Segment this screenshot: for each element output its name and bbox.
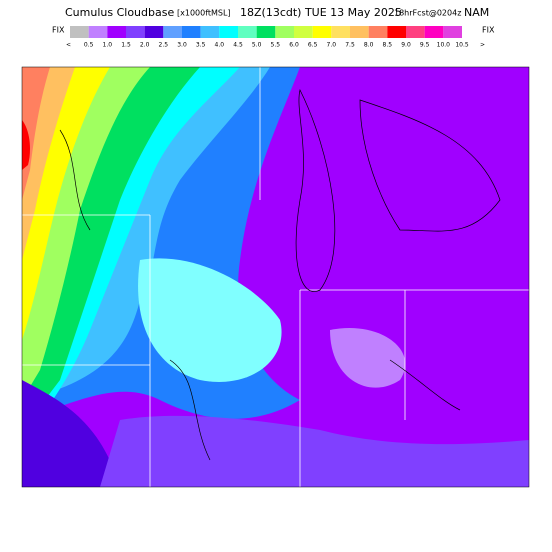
colorbar-label: 6.5 bbox=[308, 42, 318, 49]
forecast: 18hrFcst@0204z bbox=[394, 9, 461, 18]
colorbar-label: 1.5 bbox=[121, 42, 131, 49]
colorbar-swatch bbox=[256, 26, 276, 38]
model: NAM bbox=[464, 6, 489, 19]
colorbar-label: 8.5 bbox=[383, 42, 393, 49]
colorbar-swatch bbox=[406, 26, 425, 38]
colorbar-low-arrow: < bbox=[66, 42, 71, 49]
colorbar-swatch bbox=[238, 26, 257, 38]
colorbar-swatch bbox=[312, 26, 332, 38]
valid-time: 18Z(13cdt) TUE 13 May 2025 bbox=[240, 6, 402, 19]
colorbar-label: 7.0 bbox=[327, 42, 337, 49]
colorbar-label: 5.0 bbox=[252, 42, 262, 49]
map bbox=[22, 67, 529, 487]
colorbar-swatch bbox=[424, 26, 444, 38]
units: [x1000ftMSL] bbox=[177, 9, 231, 18]
colorbar-swatch bbox=[163, 26, 182, 38]
colorbar-label: 2.0 bbox=[140, 42, 150, 49]
colorbar-swatch bbox=[331, 26, 350, 38]
colorbar-swatch bbox=[144, 26, 164, 38]
colorbar-label: 4.5 bbox=[233, 42, 243, 49]
colorbar-swatch bbox=[387, 26, 406, 38]
colorbar-high-arrow: > bbox=[480, 42, 485, 49]
colorbar-swatch bbox=[219, 26, 238, 38]
colorbar-swatch bbox=[200, 26, 220, 38]
colorbar-swatch bbox=[88, 26, 108, 38]
colorbar-swatch bbox=[294, 26, 313, 38]
title: Cumulus Cloudbase bbox=[65, 6, 174, 19]
colorbar-swatch bbox=[126, 26, 145, 38]
colorbar-swatch bbox=[443, 26, 462, 38]
colorbar-label: 0.5 bbox=[84, 42, 94, 49]
colorbar-label: 1.0 bbox=[103, 42, 113, 49]
colorbar-right-label: FIX bbox=[482, 26, 495, 35]
colorbar-swatch bbox=[107, 26, 126, 38]
colorbar-swatch bbox=[70, 26, 89, 38]
colorbar-swatch bbox=[350, 26, 369, 38]
colorbar-label: 8.0 bbox=[364, 42, 374, 49]
colorbar-swatch bbox=[182, 26, 201, 38]
colorbar-label: 6.0 bbox=[289, 42, 299, 49]
colorbar-label: 9.5 bbox=[420, 42, 430, 49]
colorbar-label: 2.5 bbox=[159, 42, 169, 49]
map-frame bbox=[21, 66, 530, 488]
colorbar-left-label: FIX bbox=[52, 26, 65, 35]
colorbar-swatch bbox=[275, 26, 294, 38]
colorbar-label: 10.0 bbox=[437, 42, 451, 49]
colorbar: 0.5 1.0 1.5 2.0 2.5 3.0 3.5 4.0 4.5 5.0 5.5 6.0 6.5 7… bbox=[70, 26, 469, 49]
colorbar-swatch bbox=[368, 26, 388, 38]
colorbar-label: 3.0 bbox=[177, 42, 187, 49]
colorbar-label: 9.0 bbox=[401, 42, 411, 49]
colorbar-label: 3.5 bbox=[196, 42, 206, 49]
colorbar-label: 10.5 bbox=[455, 42, 469, 49]
colorbar-label: 4.0 bbox=[215, 42, 225, 49]
colorbar-label: 7.5 bbox=[345, 42, 355, 49]
colorbar-label: 5.5 bbox=[271, 42, 281, 49]
